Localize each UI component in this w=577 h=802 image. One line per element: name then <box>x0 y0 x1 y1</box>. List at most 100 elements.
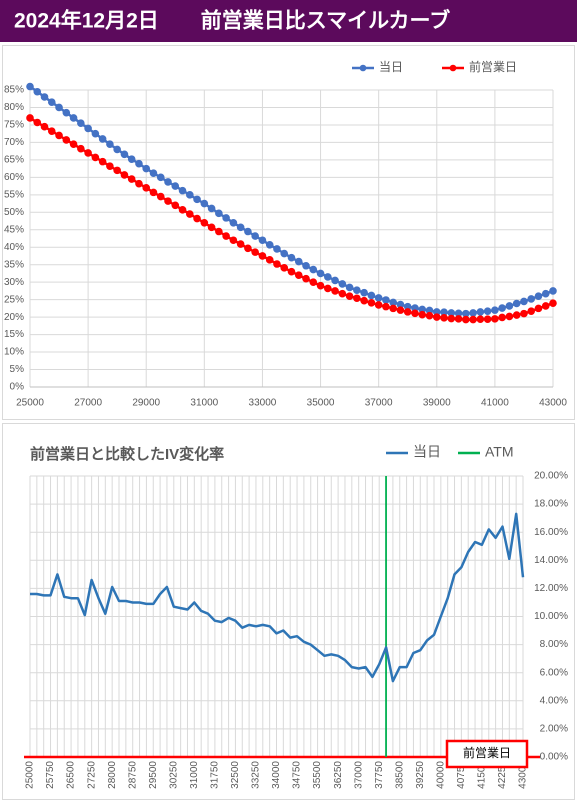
marker <box>244 244 252 253</box>
legend-marker <box>449 64 457 72</box>
marker <box>186 191 194 199</box>
marker <box>142 184 151 192</box>
marker <box>360 288 368 297</box>
x-tick-label: 34750 <box>292 761 303 789</box>
marker <box>26 114 34 122</box>
y-tick-label: 10% <box>4 347 24 358</box>
marker <box>193 195 201 204</box>
marker <box>280 249 289 258</box>
legend-label: ATM <box>485 444 514 460</box>
legend-label: 当日 <box>379 60 403 74</box>
x-tick-label: 29000 <box>132 398 160 409</box>
y-tick-label: 40% <box>4 242 24 253</box>
marker <box>534 292 543 300</box>
chart-frame <box>2 45 575 420</box>
x-tick-label: 33250 <box>251 761 262 789</box>
marker <box>135 179 143 188</box>
smile-chart: 0% 5% 10% 15% 20% 25% 30% 35% 40% 45% 50% 55% 60% 65%… <box>4 59 567 408</box>
x-tick-label: 29500 <box>148 761 159 789</box>
marker <box>120 171 129 179</box>
marker <box>294 257 303 266</box>
marker <box>98 135 107 143</box>
marker <box>382 296 390 304</box>
marker <box>171 201 180 210</box>
marker <box>338 289 347 298</box>
marker <box>273 260 281 268</box>
marker <box>367 291 376 300</box>
marker <box>396 306 405 314</box>
marker <box>382 302 390 311</box>
y-tick-label: 5% <box>10 364 25 375</box>
x-tick-label: 31000 <box>189 761 200 789</box>
marker <box>374 294 383 302</box>
marker <box>106 162 114 170</box>
marker <box>273 245 281 253</box>
x-tick-label: 28750 <box>127 761 138 789</box>
marker <box>207 223 216 232</box>
y-tick-label: 18.00% <box>534 499 568 510</box>
x-tick-label: 41500 <box>477 761 488 789</box>
y-tick-label: 25% <box>4 294 24 305</box>
marker <box>505 302 514 310</box>
marker <box>164 178 172 186</box>
x-tick-label: 31000 <box>190 398 218 409</box>
marker <box>149 169 158 177</box>
x-tick-label: 40750 <box>456 761 467 789</box>
y-tick-label: 55% <box>4 189 24 200</box>
y-tick-label: 50% <box>4 207 24 218</box>
x-tick-label: 33000 <box>249 398 277 409</box>
marker <box>512 311 521 319</box>
x-tick-label: 37750 <box>374 761 385 789</box>
marker <box>127 175 136 183</box>
marker <box>62 108 71 117</box>
marker <box>55 103 63 112</box>
marker <box>26 82 34 91</box>
marker <box>33 87 42 96</box>
marker <box>33 118 42 127</box>
y-tick-label: 75% <box>4 120 24 131</box>
marker <box>505 312 514 321</box>
x-tick-label: 42250 <box>497 761 508 789</box>
marker <box>469 309 477 317</box>
series-line <box>30 512 525 683</box>
marker <box>476 315 485 324</box>
x-tick-label: 25000 <box>25 761 36 789</box>
marker <box>316 269 325 278</box>
marker <box>491 315 499 323</box>
x-tick-label: 25000 <box>16 398 44 409</box>
marker <box>47 127 56 136</box>
marker <box>287 253 296 262</box>
marker <box>91 153 100 162</box>
annotation-box <box>445 739 529 769</box>
y-tick-label: 8.00% <box>540 639 568 650</box>
marker <box>69 140 78 148</box>
marker <box>135 159 143 168</box>
marker <box>164 197 172 205</box>
marker <box>287 267 296 276</box>
chart-title: 2024年12月2日 前営業日比スマイルカーブ <box>14 9 450 33</box>
marker <box>345 283 354 292</box>
marker <box>193 214 201 223</box>
marker <box>113 166 121 175</box>
x-tick-label: 35000 <box>307 398 335 409</box>
y-tick-label: 16.00% <box>534 527 568 538</box>
marker <box>520 309 528 318</box>
marker <box>215 227 223 236</box>
marker <box>98 157 107 166</box>
x-tick-label: 30250 <box>168 761 179 789</box>
marker <box>411 309 419 318</box>
marker <box>360 296 368 305</box>
x-tick-label: 41000 <box>481 398 509 409</box>
marker <box>69 114 78 122</box>
marker <box>200 218 209 227</box>
marker <box>403 308 412 316</box>
x-tick-label: 40000 <box>435 761 446 789</box>
marker <box>258 236 267 245</box>
x-tick-label: 34000 <box>271 761 282 789</box>
marker <box>186 210 194 218</box>
x-tick-label: 38500 <box>394 761 405 789</box>
marker <box>222 214 230 222</box>
annotation: 前営業日 <box>463 745 511 760</box>
marker <box>316 281 325 290</box>
